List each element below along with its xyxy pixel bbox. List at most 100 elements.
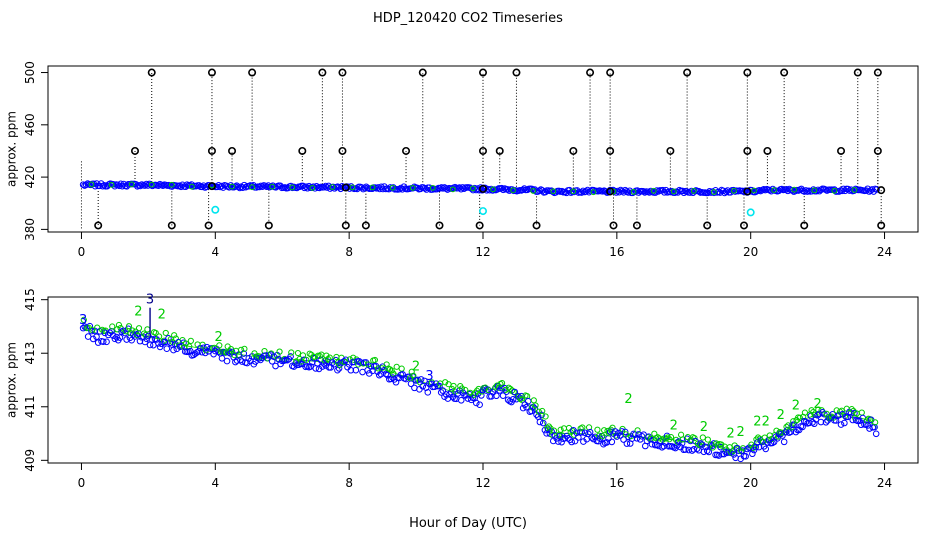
bottom-alt-point [115,321,123,329]
bottom-annotation-label: 2 [700,420,708,435]
bottom-data-point [623,440,631,447]
top-alt-point [610,188,617,195]
bottom-data-point [186,347,194,355]
top-outlier-point [532,221,541,230]
x-axis-label: Hour of Day (UTC) [409,516,527,531]
top-outlier-point [478,184,487,193]
bottom-alt-point [276,348,283,355]
top-outlier-point [763,146,772,155]
bottom-data-point [287,353,294,360]
bottom-data-point [439,387,447,394]
bottom-data-point [493,392,500,400]
top-alt-point [269,183,276,190]
top-alt-point [831,187,838,194]
top-outlier-point [800,221,809,230]
bottom-alt-point [442,379,449,386]
bottom-data-point [101,329,109,337]
bottom-annotation-label: 2 [158,307,166,322]
top-outlier-point [739,221,748,230]
top-data-point [111,182,119,190]
bottom-data-point [717,443,724,451]
top-data-point [225,184,233,191]
top-outlier-point [478,146,487,155]
top-outlier-point [318,68,327,77]
bottom-data-point [123,336,130,343]
top-data-point [499,186,507,194]
bottom-data-point [662,439,669,446]
top-outlier-point [167,221,176,230]
bottom-data-point [347,366,355,374]
top-outlier-point [418,68,427,77]
top-data-point [641,189,649,196]
bottom-alt-point [634,427,641,434]
top-outlier-point [207,182,216,191]
bottom-alt-point [450,382,457,390]
top-data-point [316,184,323,192]
top-data-point [686,189,694,196]
bottom-data-point [705,448,713,456]
top-alt-point [811,187,818,194]
bottom-x-tick-label: 16 [609,476,624,490]
bottom-data-point [658,443,666,451]
top-data-point [706,187,713,195]
top-outlier-point [609,221,618,230]
top-x-tick-label: 8 [345,245,353,259]
top-x-tick-label: 0 [78,245,86,259]
bottom-annotation-label: 2 [737,425,745,440]
top-alt-point [731,187,737,194]
bottom-data-point [334,366,341,374]
bottom-data-point [457,396,465,404]
top-data-point [320,183,328,191]
bottom-alt-point [398,365,405,372]
top-data-point [817,186,825,194]
top-outlier-point [341,183,350,192]
bottom-data-point [685,446,693,454]
bottom-data-point [180,339,187,347]
bottom-data-point [799,423,806,431]
bottom-alt-point [790,418,797,425]
top-data-point [739,187,746,195]
top-outlier-point [586,68,595,77]
bottom-data-point [872,430,880,438]
bottom-annotation-label: 2 [670,419,678,434]
top-outlier-point [877,221,886,230]
bottom-alt-point [350,354,357,361]
bottom-data-point [585,430,592,438]
top-outlier-point [873,68,882,77]
top-data-point [188,181,195,188]
top-outlier-point [743,187,752,196]
bottom-data-point [476,401,483,409]
top-outlier-point [743,68,752,77]
bottom-alt-point [801,409,809,416]
bottom-data-point [620,436,627,443]
top-alt-point [791,186,798,193]
top-outlier-point [877,186,886,195]
bottom-data-point [608,438,616,446]
bottom-data-point [352,366,360,374]
top-alt-point [550,188,557,195]
bottom-data-point [387,375,395,383]
top-alt-point [710,189,717,195]
top-data-point [99,182,107,190]
bottom-data-point [399,371,406,378]
bottom-data-point [822,419,830,426]
bottom-data-point [600,440,607,448]
top-y-tick-label: 420 [23,166,37,189]
top-alt-point [148,181,155,188]
bottom-data-point [141,338,149,346]
bottom-annotation-label: 2 [777,408,785,423]
bottom-data-point [769,439,776,447]
top-alt-point [449,186,456,193]
top-alt-point [490,186,496,193]
bottom-data-point [531,405,539,412]
bottom-alt-point [738,448,745,455]
top-data-point [155,182,162,190]
bottom-alt-point [375,365,382,372]
top-outlier-point [338,146,347,155]
bottom-data-point [396,374,403,382]
bottom-alt-point [498,379,506,387]
bottom-data-point [195,348,202,355]
top-cyan-point [211,205,220,214]
bottom-alt-point [579,424,586,431]
